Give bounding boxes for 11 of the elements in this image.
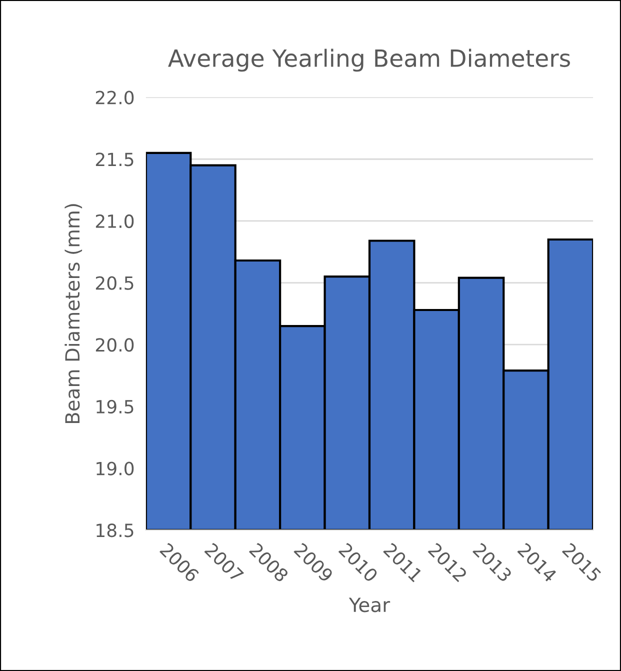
y-tick-label: 21.5 [96,152,134,166]
y-axis-title: Beam Diameters (mm) [64,204,82,424]
chart-title: Average Yearling Beam Diameters [168,48,570,72]
y-tick-label: 20.5 [96,276,134,290]
y-tick-label: 19.0 [96,462,134,476]
y-tick-label: 18.5 [96,524,134,538]
y-tick-label: 21.0 [96,214,134,228]
y-tick-label: 19.5 [96,400,134,414]
x-axis-title: Year [348,598,390,612]
y-tick-label: 20.0 [96,338,134,352]
y-tick-label: 22.0 [96,90,134,104]
